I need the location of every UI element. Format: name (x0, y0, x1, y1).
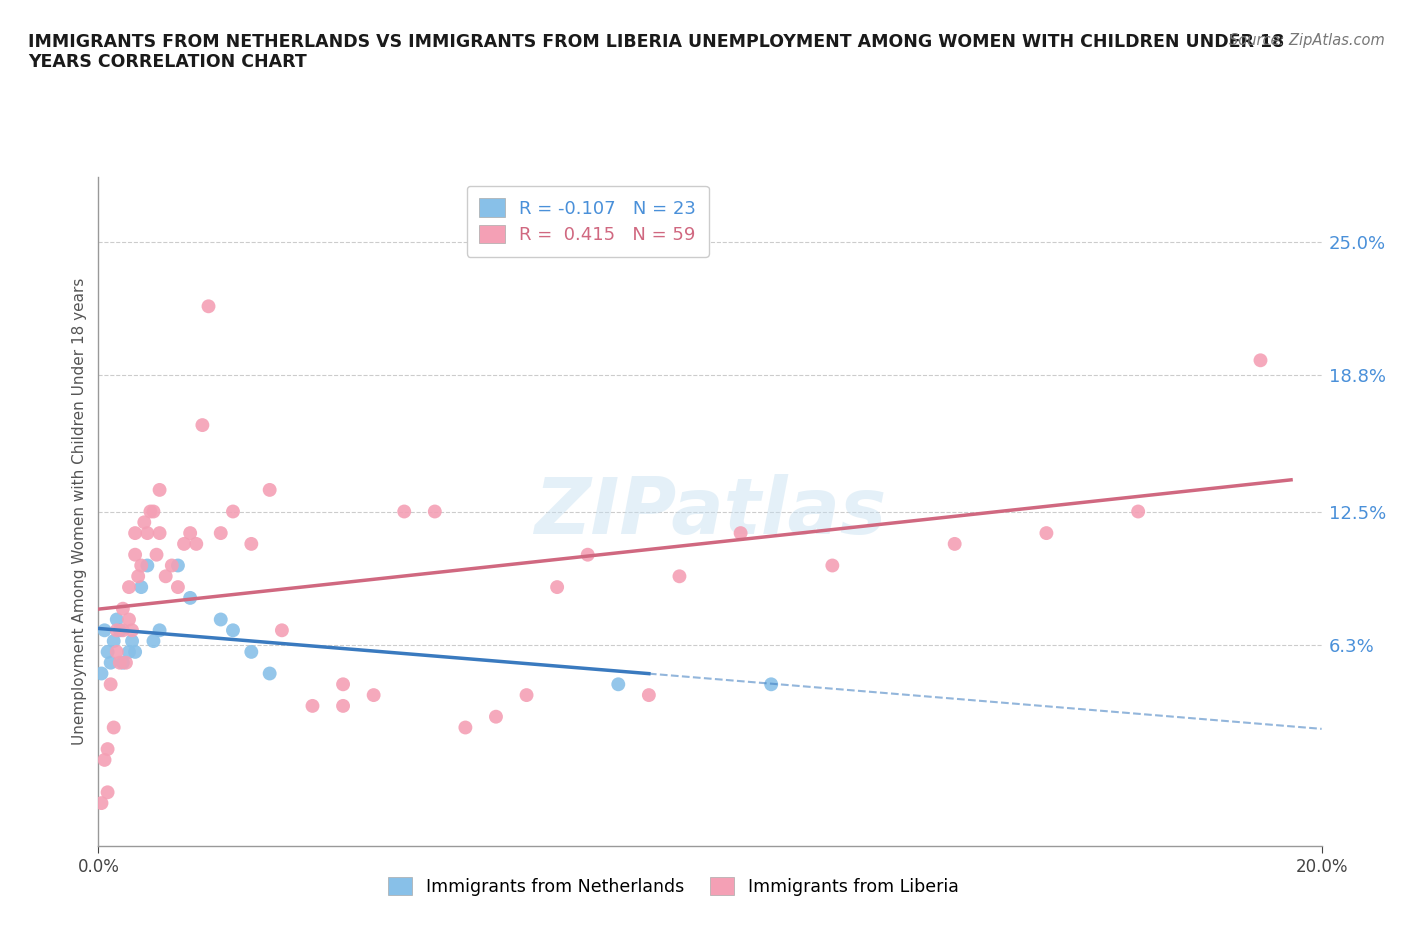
Point (90, 796, 112, 811)
Point (222, 623, 245, 638)
Point (93, 752, 115, 767)
Point (485, 710, 508, 724)
Point (108, 656, 131, 671)
Point (259, 483, 281, 498)
Point (134, 515, 156, 530)
Point (139, 504, 162, 519)
Point (142, 504, 165, 519)
Point (90, 666, 112, 681)
Point (332, 698, 354, 713)
Point (160, 558, 183, 573)
Point (118, 579, 141, 594)
Point (270, 623, 294, 638)
Point (546, 579, 568, 594)
Point (111, 602, 134, 617)
Point (124, 644, 146, 659)
Point (136, 558, 159, 573)
Point (240, 644, 263, 659)
Point (173, 537, 195, 551)
Point (209, 525, 232, 540)
Point (301, 698, 323, 713)
Point (111, 656, 134, 671)
Point (121, 623, 143, 638)
Point (155, 569, 177, 584)
Point (209, 612, 232, 627)
Point (97, 644, 120, 659)
Point (108, 623, 131, 638)
Point (607, 223, 630, 238)
Point (454, 720, 477, 735)
Point (191, 418, 214, 432)
Point (93, 623, 115, 638)
Point (516, 687, 538, 702)
Point (149, 483, 172, 498)
Point (576, 547, 599, 562)
Point (100, 677, 122, 692)
Point (179, 591, 201, 605)
Point (105, 644, 128, 659)
Point (761, 677, 783, 692)
Point (111, 623, 134, 638)
Point (943, 537, 966, 551)
Point (136, 525, 159, 540)
Point (332, 677, 354, 692)
Point (1128, 504, 1150, 519)
Point (103, 720, 125, 735)
Point (363, 687, 385, 702)
Point (97, 741, 120, 756)
Point (129, 558, 152, 573)
Y-axis label: Unemployment Among Women with Children Under 18 years: Unemployment Among Women with Children U… (72, 278, 87, 745)
Point (118, 644, 141, 659)
Point (142, 633, 165, 648)
Point (259, 666, 281, 681)
Point (423, 504, 446, 519)
Legend: Immigrants from Netherlands, Immigrants from Liberia: Immigrants from Netherlands, Immigrants … (378, 869, 967, 905)
Point (1250, 352, 1272, 367)
Point (821, 558, 844, 573)
Point (97, 785, 120, 800)
Point (118, 612, 141, 627)
Point (607, 677, 630, 692)
Point (105, 623, 128, 638)
Point (240, 537, 263, 551)
Point (129, 579, 152, 594)
Point (392, 504, 416, 519)
Point (100, 656, 122, 671)
Point (668, 569, 690, 584)
Point (197, 299, 219, 313)
Point (167, 558, 190, 573)
Point (186, 537, 208, 551)
Point (167, 579, 190, 594)
Point (222, 504, 245, 519)
Point (127, 569, 149, 584)
Point (179, 525, 201, 540)
Point (638, 687, 661, 702)
Point (145, 547, 167, 562)
Point (105, 612, 128, 627)
Point (115, 656, 138, 671)
Point (103, 633, 125, 648)
Text: Source: ZipAtlas.com: Source: ZipAtlas.com (1229, 33, 1385, 47)
Text: ZIPatlas: ZIPatlas (534, 473, 886, 550)
Text: IMMIGRANTS FROM NETHERLANDS VS IMMIGRANTS FROM LIBERIA UNEMPLOYMENT AMONG WOMEN : IMMIGRANTS FROM NETHERLANDS VS IMMIGRANT… (28, 33, 1284, 72)
Point (149, 525, 172, 540)
Point (121, 633, 143, 648)
Point (149, 623, 172, 638)
Point (124, 547, 146, 562)
Point (1035, 525, 1057, 540)
Point (124, 525, 146, 540)
Point (730, 525, 752, 540)
